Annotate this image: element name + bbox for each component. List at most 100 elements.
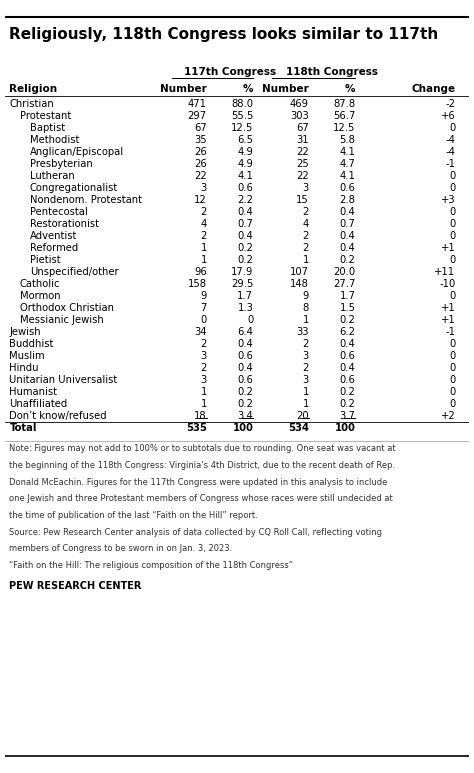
Text: members of Congress to be sworn in on Jan. 3, 2023.: members of Congress to be sworn in on Ja…: [9, 544, 233, 553]
Text: 303: 303: [290, 111, 309, 121]
Text: 0: 0: [449, 207, 456, 217]
Text: 1.7: 1.7: [339, 291, 356, 301]
Text: 1: 1: [201, 255, 207, 265]
Text: Change: Change: [411, 84, 456, 94]
Text: 6.5: 6.5: [237, 135, 253, 145]
Text: 6.2: 6.2: [339, 327, 356, 337]
Text: Don’t know/refused: Don’t know/refused: [9, 410, 107, 421]
Text: 2: 2: [201, 207, 207, 217]
Text: 0.4: 0.4: [237, 363, 253, 373]
Text: 1.7: 1.7: [237, 291, 253, 301]
Text: 158: 158: [188, 279, 207, 289]
Text: 1: 1: [201, 386, 207, 397]
Text: the beginning of the 118th Congress: Virginia’s 4th District, due to the recent : the beginning of the 118th Congress: Vir…: [9, 461, 395, 470]
Text: PEW RESEARCH CENTER: PEW RESEARCH CENTER: [9, 581, 142, 591]
Text: 0: 0: [449, 124, 456, 133]
Text: Nondenom. Protestant: Nondenom. Protestant: [30, 195, 142, 205]
Text: 8: 8: [303, 303, 309, 313]
Text: 2: 2: [302, 231, 309, 241]
Text: Unspecified/other: Unspecified/other: [30, 267, 118, 277]
Text: 4: 4: [303, 219, 309, 229]
Text: 0: 0: [449, 386, 456, 397]
Text: 5.8: 5.8: [339, 135, 356, 145]
Text: +6: +6: [440, 111, 456, 121]
Text: -4: -4: [446, 135, 456, 145]
Text: 0: 0: [247, 315, 253, 325]
Text: 31: 31: [296, 135, 309, 145]
Text: 0.4: 0.4: [340, 231, 356, 241]
Text: %: %: [345, 84, 356, 94]
Text: 3: 3: [201, 351, 207, 361]
Text: 0.4: 0.4: [340, 243, 356, 253]
Text: 18: 18: [194, 410, 207, 421]
Text: -1: -1: [446, 159, 456, 169]
Text: 0.6: 0.6: [339, 351, 356, 361]
Text: 0.4: 0.4: [340, 339, 356, 349]
Text: 0: 0: [449, 399, 456, 409]
Text: 3.7: 3.7: [339, 410, 356, 421]
Text: 3: 3: [303, 351, 309, 361]
Text: 0: 0: [449, 291, 456, 301]
Text: Reformed: Reformed: [30, 243, 78, 253]
Text: 20.0: 20.0: [333, 267, 356, 277]
Text: Total: Total: [9, 423, 37, 433]
Text: 3: 3: [201, 375, 207, 385]
Text: 0.6: 0.6: [339, 375, 356, 385]
Text: 535: 535: [186, 423, 207, 433]
Text: Note: Figures may not add to 100% or to subtotals due to rounding. One seat was : Note: Figures may not add to 100% or to …: [9, 444, 396, 454]
Text: Protestant: Protestant: [19, 111, 71, 121]
Text: Orthodox Christian: Orthodox Christian: [19, 303, 114, 313]
Text: 471: 471: [188, 100, 207, 110]
Text: 25: 25: [296, 159, 309, 169]
Text: Baptist: Baptist: [30, 124, 65, 133]
Text: 15: 15: [296, 195, 309, 205]
Text: -1: -1: [446, 327, 456, 337]
Text: 107: 107: [290, 267, 309, 277]
Text: 0: 0: [449, 363, 456, 373]
Text: 0: 0: [201, 315, 207, 325]
Text: 0.2: 0.2: [339, 315, 356, 325]
Text: 4: 4: [201, 219, 207, 229]
Text: Anglican/Episcopal: Anglican/Episcopal: [30, 148, 124, 157]
Text: Messianic Jewish: Messianic Jewish: [19, 315, 103, 325]
Text: 0.4: 0.4: [340, 363, 356, 373]
Text: 4.1: 4.1: [339, 148, 356, 157]
Text: 17.9: 17.9: [231, 267, 253, 277]
Text: 34: 34: [194, 327, 207, 337]
Text: 1: 1: [201, 243, 207, 253]
Text: Pietist: Pietist: [30, 255, 61, 265]
Text: Lutheran: Lutheran: [30, 171, 74, 181]
Text: 3: 3: [303, 375, 309, 385]
Text: 67: 67: [296, 124, 309, 133]
Text: +11: +11: [434, 267, 456, 277]
Text: Religion: Religion: [9, 84, 57, 94]
Text: +1: +1: [440, 243, 456, 253]
Text: 2: 2: [201, 363, 207, 373]
Text: 2: 2: [201, 231, 207, 241]
Text: 12.5: 12.5: [333, 124, 356, 133]
Text: 0.4: 0.4: [237, 207, 253, 217]
Text: Donald McEachin. Figures for the 117th Congress were updated in this analysis to: Donald McEachin. Figures for the 117th C…: [9, 478, 388, 487]
Text: Hindu: Hindu: [9, 363, 39, 373]
Text: 0: 0: [449, 219, 456, 229]
Text: 87.8: 87.8: [333, 100, 356, 110]
Text: Religiously, 118th Congress looks similar to 117th: Religiously, 118th Congress looks simila…: [9, 26, 438, 42]
Text: 0: 0: [449, 339, 456, 349]
Text: 0.6: 0.6: [339, 183, 356, 193]
Text: 4.9: 4.9: [237, 159, 253, 169]
Text: Unaffiliated: Unaffiliated: [9, 399, 68, 409]
Text: 0.4: 0.4: [237, 231, 253, 241]
Text: Source: Pew Research Center analysis of data collected by CQ Roll Call, reflecti: Source: Pew Research Center analysis of …: [9, 528, 383, 536]
Text: -2: -2: [446, 100, 456, 110]
Text: 0.4: 0.4: [340, 207, 356, 217]
Text: 0: 0: [449, 183, 456, 193]
Text: 22: 22: [296, 148, 309, 157]
Text: Unitarian Universalist: Unitarian Universalist: [9, 375, 118, 385]
Text: 3: 3: [303, 183, 309, 193]
Text: 3.4: 3.4: [237, 410, 253, 421]
Text: 1: 1: [302, 315, 309, 325]
Text: 56.7: 56.7: [333, 111, 356, 121]
Text: Congregationalist: Congregationalist: [30, 183, 118, 193]
Text: +1: +1: [440, 315, 456, 325]
Text: 0.2: 0.2: [339, 386, 356, 397]
